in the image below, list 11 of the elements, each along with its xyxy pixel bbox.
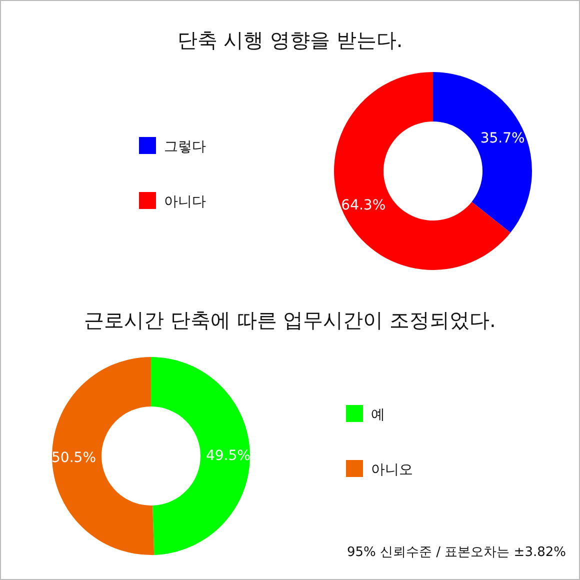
chart-title: 근로시간 단축에 따른 업무시간이 조정되었다. — [84, 308, 496, 332]
legend-label: 예 — [371, 407, 385, 423]
legend-label: 아니다 — [164, 194, 206, 210]
data-label: 49.5% — [206, 448, 250, 464]
data-label: 64.3% — [341, 198, 386, 214]
text: 95% 신뢰수준 / 표본오차는 ±3.82% — [347, 545, 566, 560]
legend-label: 그렇다 — [164, 139, 206, 155]
legend-label: 아니오 — [371, 462, 413, 478]
chart-title: 단축 시행 영향을 받는다. — [177, 28, 403, 52]
data-label: 50.5% — [52, 450, 96, 466]
data-label: 35.7% — [480, 130, 525, 146]
